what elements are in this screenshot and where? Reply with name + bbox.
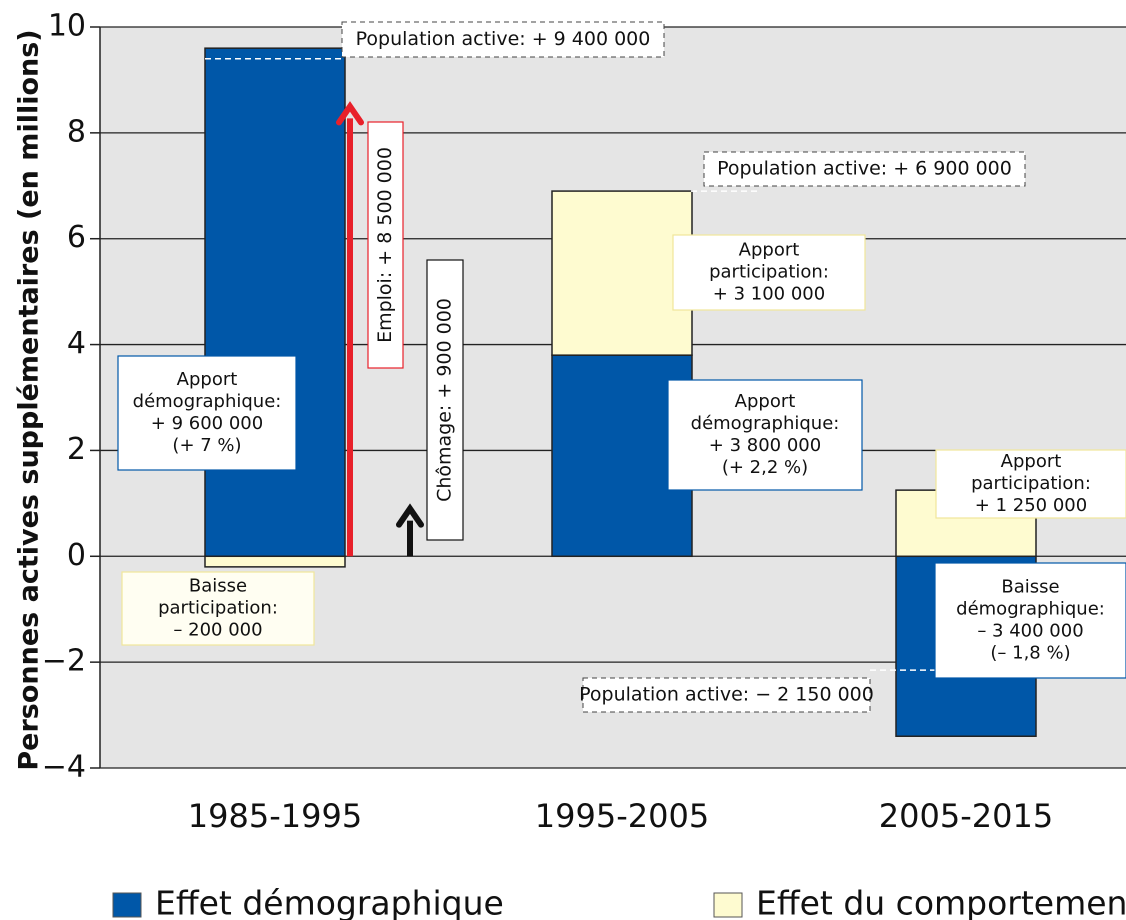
y-tick-label: 6 — [67, 220, 86, 255]
total-box — [341, 21, 665, 58]
legend-label: Effet du comportement — [756, 884, 1126, 920]
arrow-head — [396, 503, 424, 528]
total-label: Population active: − 2 150 000 — [579, 684, 874, 706]
annotation-text: – 200 000 — [173, 620, 262, 641]
y-tick-label: 0 — [67, 538, 86, 573]
annotation-box — [117, 355, 297, 471]
arrow-head — [336, 101, 364, 126]
annotation-text: participation: — [709, 262, 829, 283]
arrow-label: Chômage: + 900 000 — [434, 298, 456, 502]
y-tick-label: 10 — [48, 9, 86, 44]
annotation-text: (+ 7 %) — [172, 435, 241, 456]
annotation-text: participation: — [971, 473, 1091, 494]
bar — [551, 190, 693, 356]
y-axis-label: Personnes actives supplémentaires (en mi… — [14, 29, 45, 770]
arrow-box — [426, 259, 464, 541]
annotation-text: + 1 250 000 — [975, 495, 1087, 516]
annotation-box — [667, 379, 863, 491]
x-tick-label: 1985-1995 — [188, 797, 362, 835]
x-tick-label: 2005-2015 — [879, 797, 1053, 835]
annotation-text: (– 1,8 %) — [990, 643, 1070, 664]
annotation-box — [935, 449, 1126, 519]
annotation-text: + 9 600 000 — [151, 413, 263, 434]
annotation-text: démographique: — [956, 599, 1105, 620]
y-tick-label: 4 — [67, 326, 86, 361]
annotation-text: Apport — [735, 391, 796, 412]
arrow-box — [367, 121, 404, 369]
annotation-text: Baisse — [189, 576, 247, 597]
annotation-text: Apport — [739, 240, 800, 261]
annotation-text: Apport — [1001, 451, 1062, 472]
total-label: Population active: + 6 900 000 — [717, 158, 1012, 180]
annotation-text: + 3 800 000 — [709, 435, 821, 456]
y-tick-label: 2 — [67, 432, 86, 467]
annotation-text: démographique: — [691, 413, 840, 434]
bar — [204, 555, 346, 568]
arrow-label: Emploi: + 8 500 000 — [374, 147, 396, 343]
x-tick-label: 1995-2005 — [535, 797, 709, 835]
annotation-text: participation: — [158, 598, 278, 619]
legend-swatch — [713, 892, 743, 918]
y-tick-label: 8 — [67, 114, 86, 149]
bar — [204, 47, 346, 558]
annotation-box — [121, 571, 315, 646]
annotation-box — [672, 234, 866, 311]
annotation-text: Apport — [177, 369, 238, 390]
annotation-box — [934, 562, 1126, 679]
annotation-text: + 3 100 000 — [713, 284, 825, 305]
legend-label: Effet démographique — [155, 884, 504, 920]
y-tick-label: −4 — [42, 750, 86, 785]
annotation-text: (+ 2,2 %) — [722, 457, 808, 478]
legend-swatch — [112, 892, 142, 918]
total-box — [703, 151, 1026, 187]
annotation-text: – 3 400 000 — [977, 621, 1083, 642]
annotation-text: démographique: — [133, 391, 282, 412]
y-tick-label: −2 — [42, 644, 86, 679]
total-box — [582, 677, 871, 713]
total-label: Population active: + 9 400 000 — [356, 28, 651, 50]
annotation-text: Baisse — [1001, 577, 1059, 598]
